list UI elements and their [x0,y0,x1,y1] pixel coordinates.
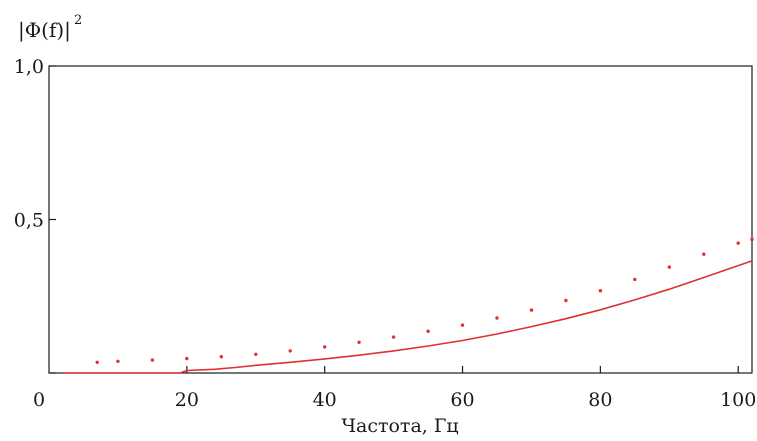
data-point [426,329,430,333]
data-point [750,237,754,242]
data-point [95,360,99,364]
data-point [219,355,223,359]
data-point [564,298,568,303]
x-tick-label: 40 [313,389,337,411]
data-point [736,241,740,245]
y-tick-label: 0,5 [14,210,44,232]
series-layer [62,237,754,374]
data-point [702,252,706,256]
data-point [323,345,327,349]
x-axis-ticks: 0 20 40 60 80 100 [33,366,756,411]
x-tick-label: 60 [450,389,474,411]
data-point [667,265,671,269]
x-tick-label: 100 [720,389,756,411]
y-axis-label-power: 2 [74,13,82,28]
data-point [288,349,292,353]
y-axis-ticks: 0,5 1,0 [14,56,56,374]
x-tick-label: 0 [33,389,45,411]
data-point [633,277,637,282]
data-point [529,308,534,312]
data-point [185,356,189,361]
data-point [116,359,120,363]
series-line [62,260,753,374]
y-tick-label: 1,0 [14,56,44,78]
data-point [254,352,258,356]
x-tick-label: 80 [588,389,612,411]
data-point [460,323,465,327]
x-axis-label: Частота, Гц [341,415,458,437]
plot-frame [48,65,753,374]
x-tick-label: 20 [175,389,199,411]
data-point [357,340,361,344]
y-axis-label: |Φ(f)| 2 [18,13,82,43]
data-point [150,358,155,362]
series-dots [95,237,754,364]
data-point [391,335,396,339]
y-axis-label-text: |Φ(f)| [18,18,71,43]
data-point [598,289,603,293]
data-point [495,316,499,320]
